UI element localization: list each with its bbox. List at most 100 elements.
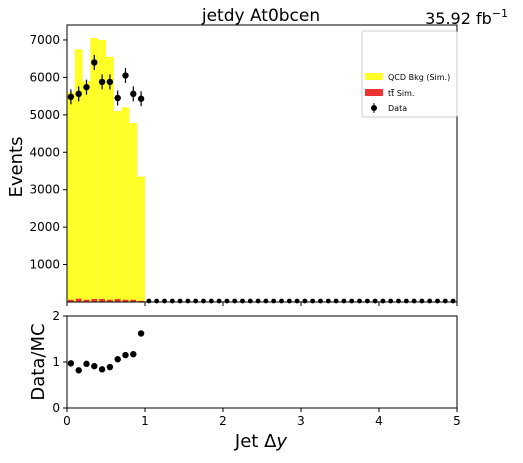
ratio-point [114,356,121,363]
data-point-zero [388,298,394,304]
data-point-zero [435,298,440,304]
data-point [114,94,121,102]
x-axis-label-text: Jet Δ [234,431,277,452]
luminosity-value: 35.92 fb [425,9,492,28]
data-point-zero [224,298,230,304]
data-point-zero [154,298,160,304]
main-y-tick-label: 7000 [29,33,60,47]
data-point-zero [208,298,214,304]
data-point-zero [357,298,362,304]
data-point [67,93,75,101]
chart-labels: jetdy At0bcen 35.92 fb−1 Events Data/MC … [6,6,508,452]
data-point [91,59,98,66]
ratio-point [122,351,129,359]
data-point-zero [169,298,175,304]
data-point-zero [271,298,277,304]
data-point-zero [349,298,355,304]
ratio-plot-frame [66,315,458,409]
qcd-bar [98,39,106,303]
data-point [98,78,106,86]
ttbar-bar [75,298,82,302]
data-point-zero [263,298,269,304]
data-point-zero [450,298,456,304]
main-plot-panel: 1000 2000 3000 4000 5000 6000 7000 QCD Bkg (Sim… [29,24,458,306]
data-point-zero [185,298,191,304]
x-axis-label-italic: y [275,431,287,452]
main-plot-frame [66,24,458,303]
data-point-zero [364,298,370,304]
data-point [106,78,114,86]
legend-swatch [365,89,383,96]
qcd-bar [67,92,75,302]
data-point-zero [302,298,308,304]
data-point-zero [294,298,300,304]
main-y-axis-label: Events [6,137,27,198]
ratio-y-tick-label: 0 [52,401,60,415]
qcd-bar [113,111,122,302]
ratio-point [67,360,75,367]
ttbar-bar [114,299,121,302]
legend-box [361,30,458,118]
data-point-zero [247,298,253,304]
ratio-plot-panel: 0 1 2 0 1 2 3 4 5 [52,309,460,428]
data-point-zero [411,298,417,304]
ttbar-bar [68,299,74,302]
data-point-zero [286,298,292,304]
ratio-point [130,350,137,358]
data-point-zero [201,298,206,304]
data-point [83,83,90,91]
data-point-zero [403,298,409,304]
data-point-zero [442,298,448,304]
main-y-tick-label: 3000 [29,183,60,197]
data-point-zero [380,298,386,304]
data-point-zero [333,298,339,304]
ratio-point [106,363,114,371]
qcd-bar [82,81,91,302]
main-y-tick-label: 2000 [29,220,60,234]
ratio-y-tick-label: 2 [52,309,60,323]
ttbar-bar [99,299,105,302]
data-point-zero [162,298,167,304]
qcd-bar [129,123,138,303]
x-tick-label: 3 [297,414,305,428]
main-y-tick-label: 5000 [29,108,60,122]
legend-label-bar: t [391,89,394,98]
data-point-zero [216,298,222,304]
ttbar-bar [122,299,129,302]
ratio-point [75,367,82,374]
data-point-zero [318,298,323,304]
ttbar-bar [130,299,137,302]
x-tick-label: 2 [219,414,227,428]
main-y-tick-label: 6000 [29,70,60,84]
data-point-zero [310,298,316,304]
data-point-zero [419,298,425,304]
ttbar-bar [107,299,113,302]
ttbar-bar [138,300,144,302]
chart-title: jetdy At0bcen [201,6,320,26]
x-tick-label: 5 [453,414,461,428]
x-tick-label: 1 [141,414,149,428]
ratio-point [91,362,98,370]
ttbar-bar [83,299,90,302]
luminosity-exponent: −1 [492,7,508,20]
qcd-bar [106,56,114,302]
ratio-point [98,366,106,373]
qcd-bar [121,107,130,302]
legend-label-part: Sim. [394,89,414,98]
data-point-zero [396,298,401,304]
legend-label: Data [388,104,407,113]
data-point-zero [325,298,331,304]
data-point [137,95,145,102]
x-tick-label: 4 [375,414,383,428]
legend-label: QCD Bkg (Sim.) [388,73,450,82]
data-point-zero [279,298,284,304]
data-point-zero [177,298,183,304]
legend-marker [371,105,377,111]
luminosity-label: 35.92 fb−1 [425,7,508,28]
ratio-y-tick-label: 1 [52,355,60,369]
qcd-bar [90,38,99,303]
data-point-zero [193,298,199,304]
legend-label: tt Sim. [388,89,414,98]
ratio-point [83,360,90,368]
